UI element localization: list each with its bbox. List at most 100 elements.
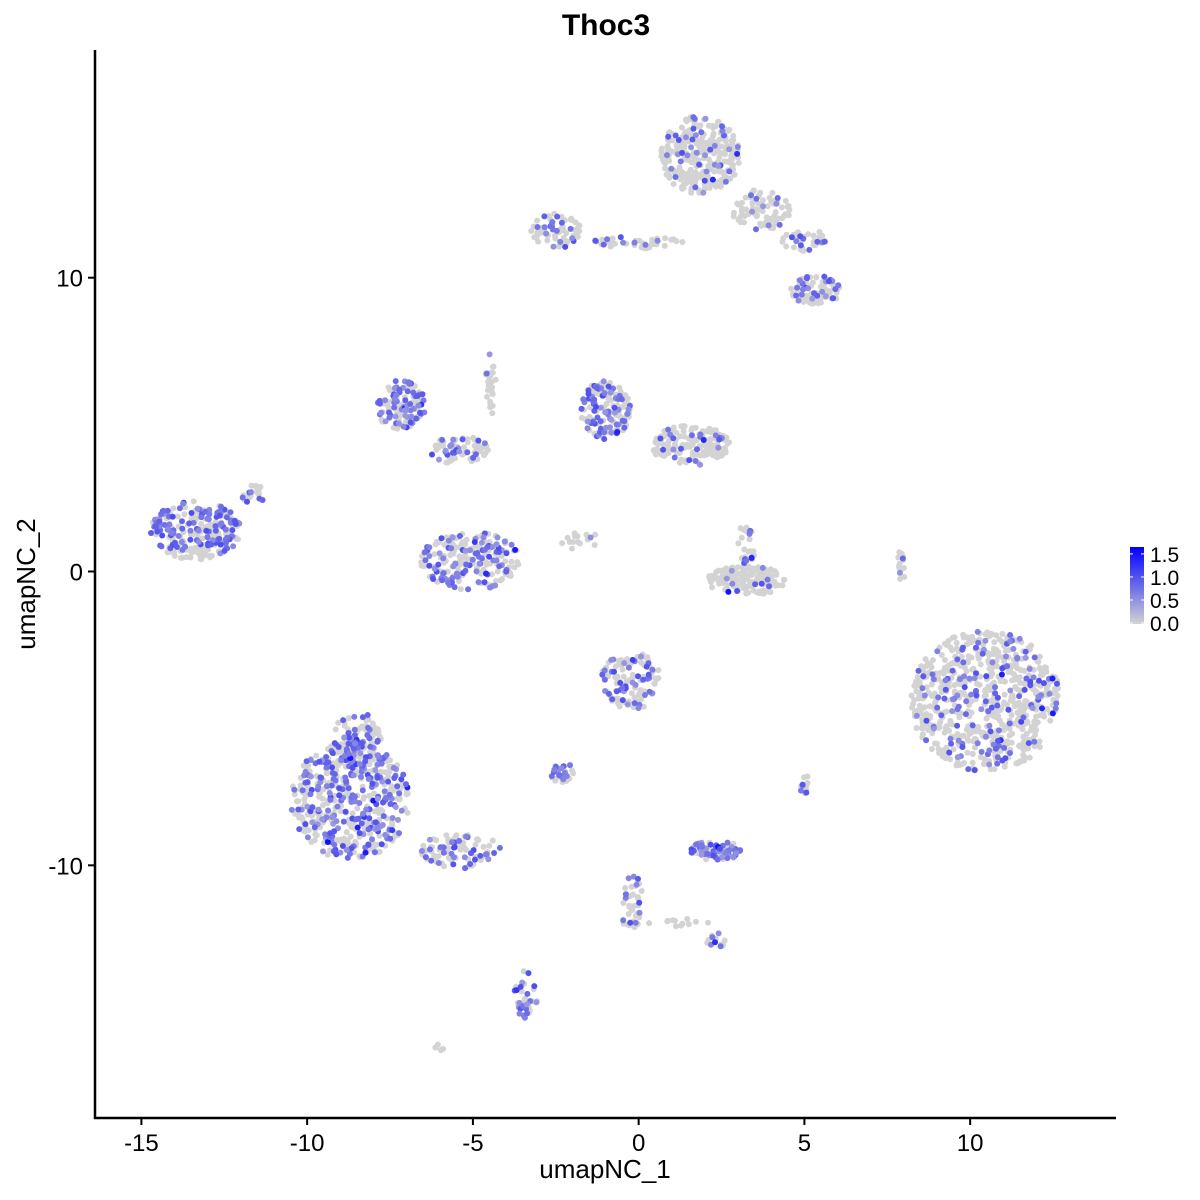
cell-point [437, 844, 444, 851]
cell-point [718, 568, 725, 575]
cell-point [999, 638, 1006, 645]
cell-point [1054, 692, 1061, 699]
cell-point [486, 842, 493, 849]
cell-point [195, 538, 202, 545]
cell-point [494, 568, 501, 575]
cell-point [969, 722, 976, 729]
cell-point [915, 667, 922, 674]
cell-point [608, 657, 615, 663]
cell-point [726, 146, 733, 153]
cell-point [256, 495, 263, 502]
cell-point [187, 527, 194, 534]
cell-point [395, 420, 402, 427]
cell-point [1009, 692, 1016, 699]
cell-point [707, 841, 714, 848]
cell-point [986, 761, 993, 768]
cell-point [1040, 680, 1047, 687]
cell-point [835, 282, 842, 289]
x-tick-label: -5 [462, 1130, 483, 1157]
cell-point [982, 733, 989, 740]
cell-point [734, 150, 741, 157]
cell-point [378, 841, 385, 848]
cell-point [531, 983, 538, 990]
cell-point [964, 641, 971, 648]
cell-point [602, 409, 609, 416]
cell-point [734, 144, 741, 150]
legend-tick-label: 1.0 [1150, 567, 1179, 590]
cell-point [709, 934, 716, 941]
cell-point [788, 285, 795, 292]
cell-point [724, 440, 731, 447]
cell-point [666, 174, 673, 181]
cell-point [205, 546, 211, 553]
cell-point [806, 246, 813, 253]
cell-point [712, 432, 719, 439]
cell-point [303, 758, 310, 765]
cell-point [914, 674, 921, 681]
cell-point [394, 783, 401, 790]
cell-point [349, 765, 356, 771]
cell-point [395, 816, 401, 823]
cell-point [962, 711, 969, 718]
cell-point [302, 768, 309, 775]
cell-point [799, 781, 806, 788]
cell-point [392, 804, 399, 810]
cell-point [389, 822, 396, 829]
cell-point [1010, 645, 1017, 652]
cell-point [603, 424, 609, 431]
cell-point [492, 578, 499, 584]
cell-point [767, 589, 774, 596]
chart-title: Thoc3 [562, 9, 650, 42]
cell-point [704, 850, 711, 857]
cell-point [793, 292, 800, 299]
cell-point [678, 456, 685, 463]
cell-point [351, 793, 358, 800]
cell-point [727, 159, 734, 166]
cell-point [649, 236, 656, 243]
cell-point [702, 152, 708, 159]
cell-point [227, 509, 234, 516]
cell-point [1046, 690, 1053, 697]
cell-point [483, 370, 490, 377]
cell-point [550, 243, 557, 250]
cell-point [982, 686, 989, 693]
cell-point [809, 295, 816, 302]
cell-point [923, 717, 930, 724]
cell-point [968, 638, 975, 645]
cell-point [407, 419, 414, 426]
cell-point [658, 147, 665, 154]
cell-point [352, 740, 358, 747]
cell-point [304, 779, 311, 786]
cell-point [960, 659, 967, 666]
cell-point [224, 534, 231, 541]
cell-point [689, 136, 696, 143]
cell-point [961, 760, 967, 766]
cell-point [578, 414, 585, 421]
cell-point [714, 856, 721, 863]
cell-point [535, 238, 542, 245]
cell-point [805, 285, 812, 292]
cell-point [694, 446, 700, 453]
cell-point [624, 411, 631, 417]
cell-point [613, 421, 620, 428]
cell-point [576, 228, 583, 234]
cell-point [798, 787, 804, 794]
cell-point [954, 706, 961, 713]
cell-point [341, 722, 348, 729]
cell-point [626, 902, 633, 909]
cell-point [338, 748, 345, 755]
cell-point [697, 122, 704, 129]
cell-point [463, 833, 470, 840]
cell-point [1001, 763, 1008, 770]
cell-point [291, 786, 298, 793]
cell-point [690, 114, 697, 121]
cell-point [362, 758, 369, 765]
cell-point [928, 681, 935, 688]
cell-point [407, 407, 414, 414]
cell-point [1015, 699, 1022, 706]
cell-point [993, 632, 999, 639]
cell-point [485, 382, 492, 389]
cell-point [655, 447, 662, 454]
cell-point [719, 573, 726, 580]
cell-point [452, 833, 459, 840]
